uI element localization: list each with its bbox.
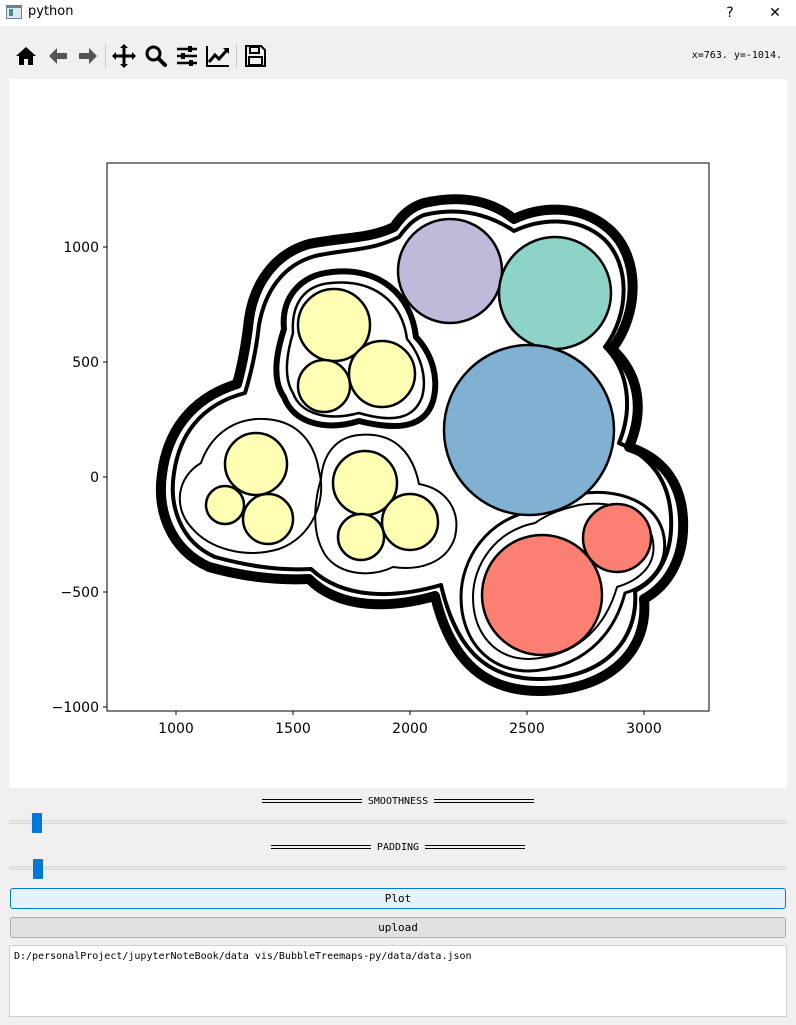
home-button[interactable] <box>12 42 40 70</box>
yellow-leaf-bubble <box>223 431 289 497</box>
bubble-treemap-figure: 1000 1500 2000 2500 3000 1000 500 0 −500… <box>52 162 710 737</box>
forward-arrow-icon <box>79 48 97 64</box>
y-tick-label: 0 <box>90 470 99 486</box>
blue-leaf-bubble <box>442 343 616 517</box>
zoom-button[interactable] <box>142 42 170 70</box>
padding-label: PADDING <box>376 841 420 853</box>
yellow-leaf-bubble <box>347 339 417 409</box>
y-tick-label: 1000 <box>63 240 99 256</box>
toolbar-separator <box>236 44 237 68</box>
lavender-leaf-bubble <box>396 217 504 325</box>
group-b-contour <box>178 417 323 554</box>
upload-button[interactable]: upload <box>10 917 786 938</box>
smoothness-label: SMOOTHNESS <box>367 795 429 807</box>
back-arrow-icon <box>49 48 67 64</box>
group-c-contour <box>314 433 458 575</box>
axes-edit-button[interactable] <box>204 42 232 70</box>
y-tick-labels: 1000 500 0 −500 −1000 <box>52 240 99 716</box>
yellow-leaf-bubble <box>296 358 352 414</box>
salmon-small-bubble <box>581 502 653 574</box>
forward-button[interactable] <box>74 42 102 70</box>
x-tick-label: 1500 <box>275 721 311 737</box>
divider <box>434 799 535 803</box>
toolbar-separator <box>105 44 106 68</box>
line-chart-icon <box>206 46 229 67</box>
smoothness-heading: SMOOTHNESS <box>0 794 796 808</box>
save-button[interactable] <box>241 42 269 70</box>
padding-slider-handle[interactable] <box>33 859 43 879</box>
x-tick-label: 3000 <box>626 721 662 737</box>
teal-leaf-bubble <box>497 235 613 351</box>
y-tick-label: 500 <box>72 355 99 371</box>
yellow-leaf-bubble <box>241 492 295 546</box>
close-button[interactable]: ✕ <box>769 5 781 21</box>
group-a-contour <box>273 268 439 430</box>
smoothness-slider-track[interactable] <box>9 820 787 824</box>
yellow-leaf-bubble <box>380 492 440 552</box>
x-tick-label: 1000 <box>158 721 194 737</box>
divider <box>270 845 371 849</box>
divider <box>425 845 526 849</box>
help-button[interactable]: ? <box>726 5 734 21</box>
title-bar: python ? ✕ <box>0 0 796 26</box>
y-tick-label: −500 <box>61 585 99 601</box>
file-path-textbox[interactable]: D:/personalProject/jupyterNoteBook/data … <box>9 945 787 1017</box>
plot-button[interactable]: Plot <box>10 888 786 909</box>
pan-move-icon <box>112 44 136 68</box>
group-d-contour <box>459 490 667 673</box>
back-button[interactable] <box>44 42 72 70</box>
x-tick-label: 2500 <box>509 721 545 737</box>
pan-button[interactable] <box>110 42 138 70</box>
y-axis-ticks <box>103 246 107 708</box>
cursor-coordinates: x=763. y=-1014. <box>691 50 782 61</box>
x-axis-ticks <box>175 711 645 715</box>
smoothness-slider-handle[interactable] <box>32 813 42 833</box>
salmon-large-bubble <box>480 533 604 657</box>
x-tick-labels: 1000 1500 2000 2500 3000 <box>158 721 662 737</box>
leaf-circles <box>204 217 653 657</box>
divider <box>261 799 362 803</box>
window-title: python <box>28 4 74 19</box>
plot-toolbar: x=763. y=-1014. <box>0 36 796 76</box>
padding-slider-track[interactable] <box>9 866 787 870</box>
padding-heading: PADDING <box>0 840 796 854</box>
sliders-icon <box>177 46 197 66</box>
y-tick-label: −1000 <box>52 700 99 716</box>
yellow-leaf-bubble <box>204 484 246 526</box>
x-tick-label: 2000 <box>392 721 428 737</box>
floppy-disk-icon <box>245 45 266 67</box>
magnifier-icon <box>145 45 167 67</box>
subplots-button[interactable] <box>173 42 201 70</box>
plot-canvas[interactable]: 1000 1500 2000 2500 3000 1000 500 0 −500… <box>9 79 787 788</box>
yellow-leaf-bubble <box>336 512 386 562</box>
app-icon <box>6 5 22 19</box>
outer-contour <box>156 194 689 696</box>
home-icon <box>16 47 36 65</box>
